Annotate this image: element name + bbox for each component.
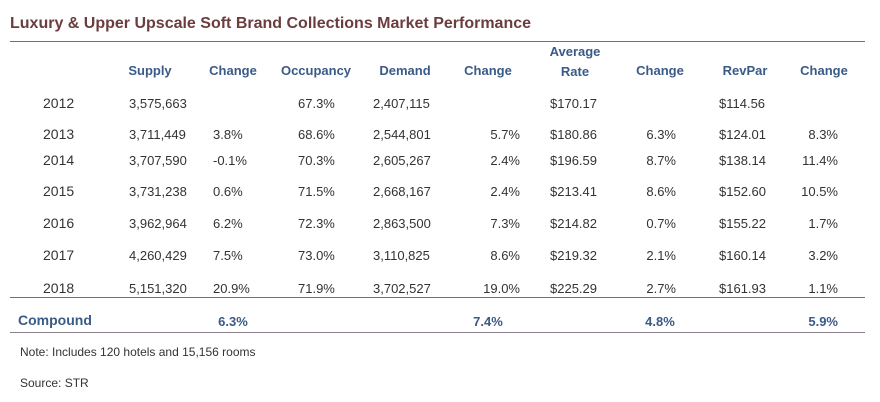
table-title: Luxury & Upper Upscale Soft Brand Collec… [10,15,532,32]
cell-revpar-change: 8.3% [808,127,838,142]
cell-average-rate: $219.32 [550,248,597,263]
cell-revpar-change: 3.2% [808,248,838,263]
cell-revpar: $152.60 [719,184,766,199]
cell-year: 2017 [43,247,75,263]
compound-revpar-change: 5.9% [808,314,838,329]
cell-rate-change: 2.7% [646,281,676,296]
cell-revpar-change: 11.4% [802,153,838,168]
cell-demand: 2,863,500 [373,216,431,231]
cell-revpar: $161.93 [719,281,766,296]
cell-occupancy: 73.0% [298,248,335,263]
cell-occupancy: 67.3% [298,96,335,111]
cell-supply: 3,711,449 [129,127,186,142]
cell-supply-change: 6.2% [213,216,243,231]
cell-demand: 3,702,527 [373,281,431,296]
cell-demand-change: 2.4% [490,184,520,199]
cell-year: 2018 [43,280,75,296]
cell-occupancy: 71.5% [298,184,335,199]
header-average-rate-line2: Rate [560,64,590,79]
cell-revpar-change: 1.1% [808,281,838,296]
cell-revpar: $155.22 [719,216,766,231]
cell-year: 2013 [43,126,75,142]
cell-year: 2014 [43,152,75,168]
cell-rate-change: 0.7% [646,216,676,231]
cell-demand-change: 5.7% [490,127,520,142]
cell-rate-change: 8.7% [646,153,676,168]
cell-demand-change: 8.6% [490,248,520,263]
cell-demand: 2,668,167 [373,184,431,199]
cell-average-rate: $214.82 [550,216,597,231]
cell-year: 2012 [43,95,75,111]
header-occupancy: Occupancy [280,63,352,78]
cell-supply-change: 0.6% [213,184,243,199]
header-average-rate-line1: Average [549,44,601,59]
cell-occupancy: 70.3% [298,153,335,168]
table-bottom-rule [10,297,865,298]
cell-rate-change: 6.3% [646,127,676,142]
header-average-rate: Average Rate [550,42,601,82]
header-revpar-change: Change [800,63,848,78]
cell-supply-change: 20.9% [213,281,250,296]
header-supply-change: Change [209,63,257,78]
cell-supply-change: 7.5% [213,248,243,263]
compound-demand-change: 7.4% [473,314,503,329]
cell-year: 2015 [43,183,75,199]
compound-underline [10,332,865,333]
cell-rate-change: 8.6% [646,184,676,199]
cell-supply: 3,707,590 [129,153,187,168]
compound-rate-change: 4.8% [645,314,675,329]
cell-year: 2016 [43,215,75,231]
cell-supply: 4,260,429 [129,248,187,263]
cell-supply-change: 3.8% [213,127,243,142]
header-revpar: RevPar [722,63,768,78]
cell-demand: 2,544,801 [373,127,431,142]
cell-revpar-change: 1.7% [808,216,838,231]
cell-revpar-change: 10.5% [801,184,838,199]
cell-demand-change: 7.3% [490,216,520,231]
cell-demand: 3,110,825 [373,248,430,263]
cell-supply: 3,575,663 [129,96,187,111]
cell-occupancy: 71.9% [298,281,335,296]
cell-occupancy: 72.3% [298,216,335,231]
cell-average-rate: $170.17 [550,96,597,111]
cell-demand: 2,407,115 [373,96,430,111]
cell-revpar: $160.14 [719,248,766,263]
compound-label: Compound [18,312,92,328]
cell-average-rate: $196.59 [550,153,597,168]
header-rate-change: Change [636,63,684,78]
header-top-rule [10,41,865,42]
cell-average-rate: $213.41 [550,184,597,199]
cell-supply-change: -0.1% [213,153,247,168]
header-supply: Supply [128,63,172,78]
header-demand: Demand [379,63,431,78]
table-note: Note: Includes 120 hotels and 15,156 roo… [20,345,256,359]
header-demand-change: Change [464,63,512,78]
cell-revpar: $124.01 [719,127,766,142]
cell-revpar: $114.56 [719,96,766,111]
cell-supply: 3,962,964 [129,216,187,231]
cell-rate-change: 2.1% [646,248,676,263]
compound-supply-change: 6.3% [218,314,248,329]
cell-demand: 2,605,267 [373,153,431,168]
cell-demand-change: 2.4% [490,153,520,168]
cell-supply: 3,731,238 [129,184,187,199]
cell-average-rate: $225.29 [550,281,597,296]
cell-average-rate: $180.86 [550,127,597,142]
table-source: Source: STR [20,376,89,390]
cell-revpar: $138.14 [719,153,766,168]
cell-demand-change: 19.0% [483,281,520,296]
cell-supply: 5,151,320 [129,281,187,296]
cell-occupancy: 68.6% [298,127,335,142]
